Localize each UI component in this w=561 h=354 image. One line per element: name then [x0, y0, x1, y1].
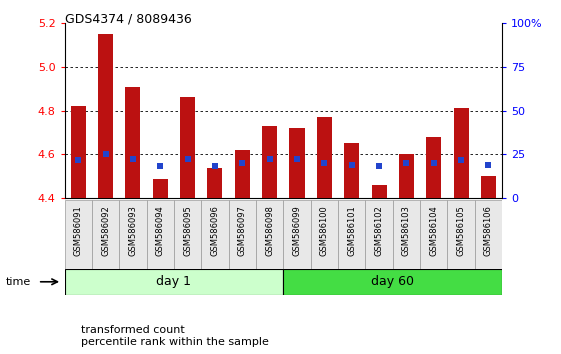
Bar — [338, 200, 365, 269]
Bar — [153, 178, 168, 198]
Bar — [475, 200, 502, 269]
Text: GSM586093: GSM586093 — [128, 206, 137, 256]
Bar — [262, 126, 277, 198]
Bar — [125, 86, 140, 198]
Bar — [371, 185, 387, 198]
Bar — [393, 200, 420, 269]
Bar — [119, 200, 146, 269]
Bar — [65, 200, 92, 269]
Bar — [234, 150, 250, 198]
Bar — [201, 200, 229, 269]
Text: day 1: day 1 — [157, 275, 191, 288]
Text: percentile rank within the sample: percentile rank within the sample — [81, 337, 269, 347]
Bar — [283, 200, 311, 269]
Text: GSM586096: GSM586096 — [210, 206, 219, 256]
Text: GSM586103: GSM586103 — [402, 206, 411, 256]
Bar — [283, 269, 502, 295]
Bar — [365, 200, 393, 269]
Text: GSM586104: GSM586104 — [429, 206, 438, 256]
Bar — [65, 269, 283, 295]
Text: GSM586106: GSM586106 — [484, 206, 493, 256]
Text: GSM586105: GSM586105 — [457, 206, 466, 256]
Text: GSM586091: GSM586091 — [73, 206, 82, 256]
Bar — [344, 143, 359, 198]
Bar — [256, 200, 283, 269]
Text: GSM586094: GSM586094 — [156, 206, 165, 256]
Bar — [71, 106, 86, 198]
Bar — [311, 200, 338, 269]
Text: GSM586100: GSM586100 — [320, 206, 329, 256]
Bar — [180, 97, 195, 198]
Text: day 60: day 60 — [371, 275, 414, 288]
Bar — [98, 34, 113, 198]
Bar — [289, 128, 305, 198]
Bar — [174, 200, 201, 269]
Text: GSM586097: GSM586097 — [238, 206, 247, 256]
Bar — [92, 200, 119, 269]
Text: time: time — [6, 277, 31, 287]
Text: GDS4374 / 8089436: GDS4374 / 8089436 — [65, 12, 191, 25]
Bar — [420, 200, 448, 269]
Text: transformed count: transformed count — [81, 325, 185, 335]
Text: GSM586102: GSM586102 — [375, 206, 384, 256]
Text: GSM586101: GSM586101 — [347, 206, 356, 256]
Bar — [146, 200, 174, 269]
Bar — [399, 154, 414, 198]
Text: GSM586092: GSM586092 — [101, 206, 110, 256]
Bar — [453, 108, 468, 198]
Bar — [481, 176, 496, 198]
Bar — [208, 167, 223, 198]
Bar — [426, 137, 442, 198]
Text: GSM586099: GSM586099 — [292, 206, 301, 256]
Text: GSM586095: GSM586095 — [183, 206, 192, 256]
Text: GSM586098: GSM586098 — [265, 206, 274, 256]
Bar — [448, 200, 475, 269]
Bar — [229, 200, 256, 269]
Bar — [317, 117, 332, 198]
